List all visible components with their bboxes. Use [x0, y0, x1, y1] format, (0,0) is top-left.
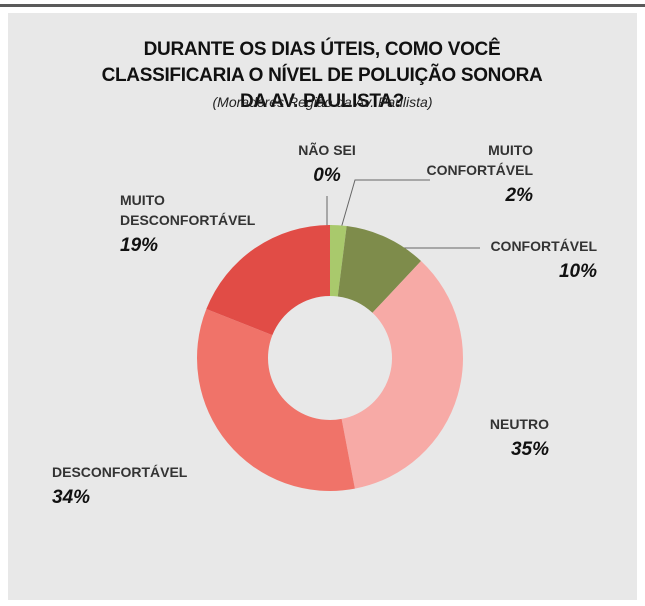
leader-line	[339, 179, 430, 233]
value-label: 0%	[313, 165, 341, 186]
category-name: NÃO SEI	[298, 142, 356, 158]
category-name: DESCONFORTÁVEL	[52, 464, 188, 480]
value-label: 10%	[558, 261, 597, 282]
category-name: CONFORTÁVEL	[490, 238, 597, 254]
chart-title: DURANTE OS DIAS ÚTEIS, COMO VOCÊ CLASSIF…	[101, 39, 543, 112]
donut-slice	[196, 309, 355, 491]
donut-slice	[337, 226, 422, 313]
category-name: NEUTRO	[489, 416, 549, 432]
panel	[8, 13, 637, 600]
value-label: 34%	[52, 487, 91, 508]
slice-label: NÃO SEI 0%	[298, 140, 356, 186]
donut-slice	[330, 225, 347, 297]
value-label: 2%	[505, 185, 533, 206]
category-name: MUITO DESCONFORTÁVEL	[120, 192, 256, 228]
donut-slice	[341, 261, 464, 489]
slice-label: MUITO CONFORTÁVEL 2%	[426, 140, 533, 206]
value-label: 19%	[120, 235, 159, 256]
slice-label: NEUTRO 35%	[490, 414, 549, 460]
chart-subtitle: (Moradores Região da Av. Paulista)	[212, 94, 433, 110]
top-rule	[0, 4, 645, 7]
donut-slice	[206, 225, 330, 336]
slice-label: DESCONFORTÁVEL 34%	[52, 462, 187, 508]
slice-label: MUITO DESCONFORTÁVEL 19%	[120, 190, 255, 256]
slice-label: CONFORTÁVEL 10%	[490, 236, 597, 282]
value-label: 35%	[510, 439, 549, 460]
category-name: MUITO CONFORTÁVEL	[426, 142, 534, 178]
